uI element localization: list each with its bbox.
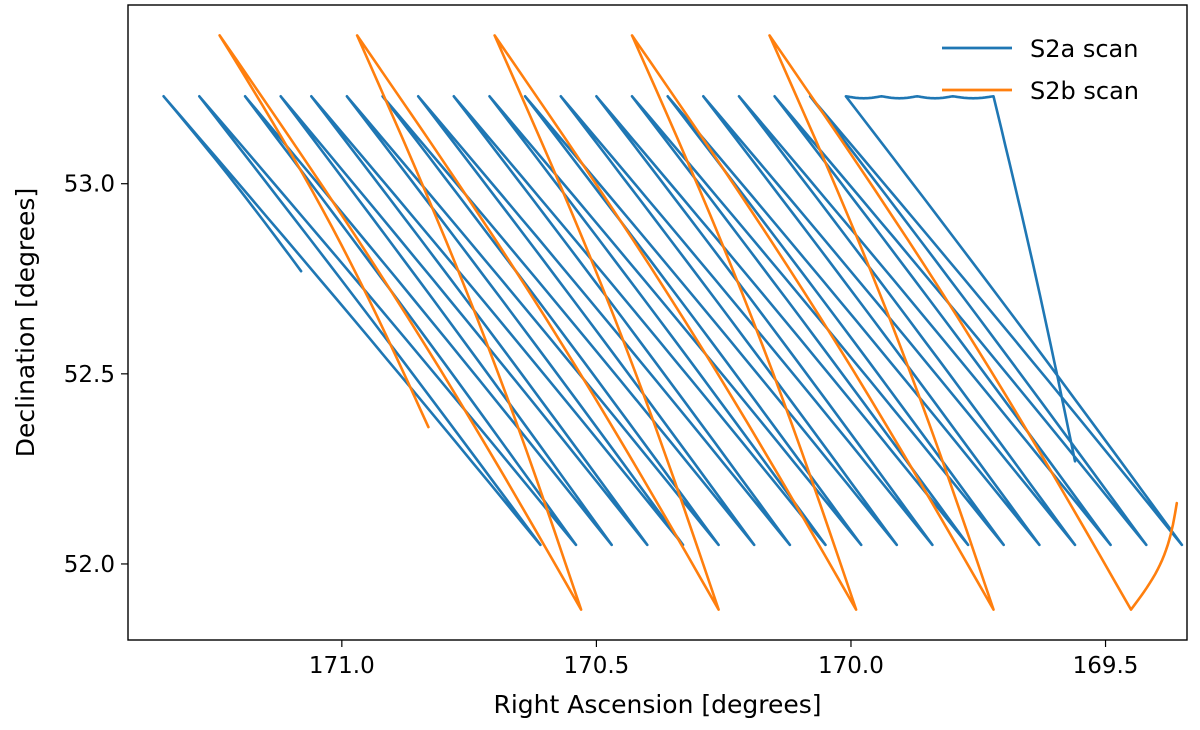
legend: S2a scan S2b scan [942, 35, 1139, 105]
series-line-1 [162, 95, 1184, 547]
x-axis: 171.0 170.5 170.0 169.5 [309, 640, 1139, 679]
y-tick-label: 52.5 [64, 362, 115, 388]
y-tick-label: 53.0 [64, 172, 115, 198]
x-tick-label: 170.5 [563, 653, 629, 679]
x-tick-label: 169.5 [1073, 653, 1139, 679]
x-axis-label: Right Ascension [degrees] [493, 690, 821, 719]
y-tick-label: 52.0 [64, 552, 115, 578]
x-tick-label: 170.0 [818, 653, 884, 679]
plot-lines [162, 34, 1184, 611]
y-axis-label: Declination [degrees] [11, 188, 40, 457]
legend-label-1: S2a scan [1030, 35, 1138, 63]
series-line-2 [218, 34, 1179, 611]
plot-frame [127, 4, 1188, 641]
legend-label-2: S2b scan [1030, 77, 1139, 105]
x-tick-label: 171.0 [309, 653, 375, 679]
y-axis: 52.0 52.5 53.0 [64, 172, 128, 578]
